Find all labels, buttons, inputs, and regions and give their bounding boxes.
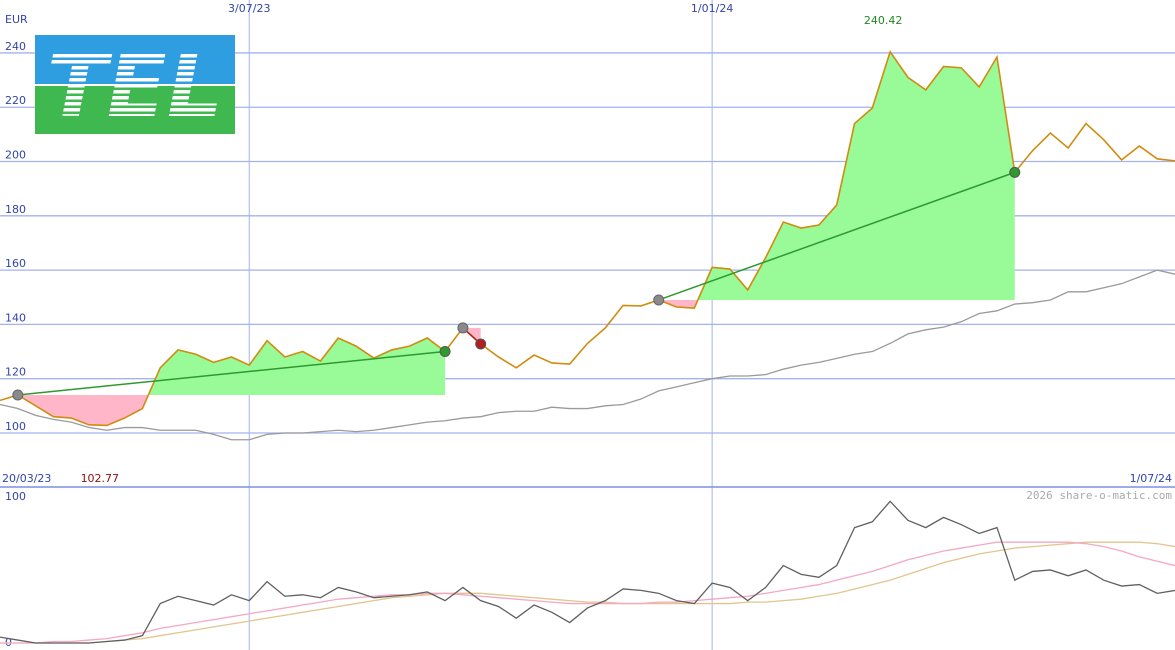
min-label: 102.77 xyxy=(81,472,120,485)
y-tick-label: 220 xyxy=(5,94,26,107)
y-tick-label: 100 xyxy=(5,420,26,433)
y-tick-label: 180 xyxy=(5,203,26,216)
max-label: 240.42 xyxy=(864,14,903,27)
x-tick-label: 1/01/24 xyxy=(691,2,733,15)
trade-line xyxy=(17,350,446,396)
y-tick-label: 140 xyxy=(5,311,26,324)
series-line xyxy=(0,500,1175,644)
trade-line xyxy=(658,171,1016,301)
y-tick-label: 200 xyxy=(5,149,26,162)
y-tick-label: 240 xyxy=(5,40,26,53)
y-axis-label: EUR xyxy=(5,13,28,26)
y-tick-label: 160 xyxy=(5,257,26,270)
series-line xyxy=(0,49,1175,427)
entry-marker xyxy=(457,322,469,334)
logo: TEL xyxy=(35,34,235,137)
entry-marker xyxy=(653,294,665,306)
logo-text: TEL xyxy=(47,34,223,137)
x-tick-label: 1/07/24 xyxy=(1130,472,1172,485)
logo-bottom xyxy=(35,86,235,134)
series-line xyxy=(0,541,1175,644)
x-tick-label: 20/03/23 xyxy=(2,472,51,485)
exit-marker xyxy=(475,338,487,350)
y-tick-label: 100 xyxy=(5,490,26,503)
series-line xyxy=(0,269,1175,441)
credit: 2026 share-o-matic.com xyxy=(1026,489,1172,502)
entry-marker xyxy=(12,389,24,401)
exit-marker xyxy=(439,346,451,358)
y-tick-label: 120 xyxy=(5,366,26,379)
logo-top xyxy=(35,35,235,84)
trade-gain-area xyxy=(697,51,1015,300)
series-line xyxy=(0,541,1175,644)
exit-marker xyxy=(1009,166,1021,178)
x-tick-label: 3/07/23 xyxy=(228,2,270,15)
